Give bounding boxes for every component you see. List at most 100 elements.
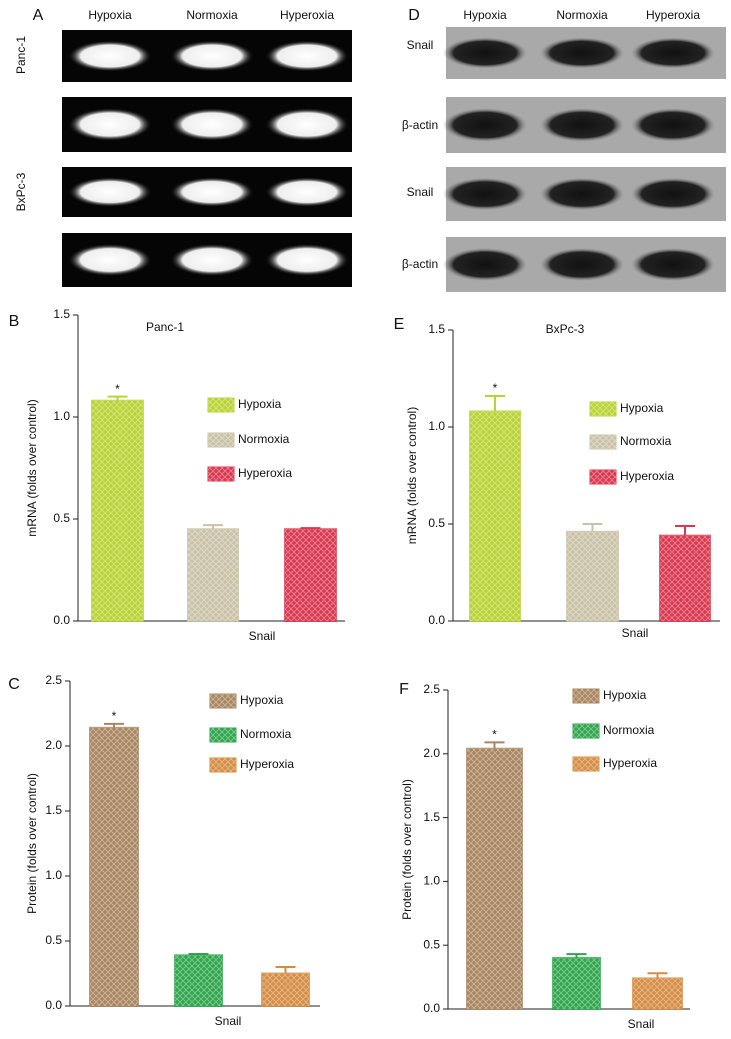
lane-label: Hyperoxia bbox=[280, 8, 334, 22]
legend-label: Hypoxia bbox=[620, 401, 664, 415]
legend-texture bbox=[208, 398, 234, 412]
y-tick-label: 1.5 bbox=[428, 322, 445, 336]
legend-label: Hyperoxia bbox=[238, 466, 292, 480]
y-tick-label: 1.0 bbox=[53, 409, 70, 423]
y-tick-label: 1.0 bbox=[45, 868, 62, 882]
row-label: β-actin bbox=[402, 118, 438, 132]
blot-band bbox=[631, 108, 715, 142]
significance-mark: * bbox=[112, 709, 117, 723]
legend-texture bbox=[573, 724, 599, 738]
blot-band bbox=[443, 177, 527, 211]
blot-band bbox=[170, 243, 254, 277]
blot-band bbox=[540, 248, 624, 281]
legend-label: Hypoxia bbox=[238, 397, 282, 411]
y-tick-label: 1.5 bbox=[45, 803, 62, 817]
bar-texture bbox=[660, 535, 710, 621]
row-label: Panc-1 bbox=[14, 36, 28, 74]
bar-texture bbox=[633, 978, 682, 1009]
x-axis-label: Snail bbox=[628, 1017, 655, 1031]
lane-label: Normoxia bbox=[186, 8, 238, 22]
bar-texture bbox=[467, 748, 522, 1009]
blot-band bbox=[265, 40, 349, 72]
legend-texture bbox=[590, 470, 616, 484]
legend-label: Hypoxia bbox=[603, 688, 647, 702]
legend-texture bbox=[210, 758, 236, 772]
blot-band bbox=[443, 108, 527, 142]
y-tick-label: 2.0 bbox=[423, 746, 440, 760]
legend-texture bbox=[590, 402, 616, 416]
blot-band bbox=[68, 243, 152, 277]
y-tick-label: 0.5 bbox=[423, 937, 440, 951]
x-axis-label: Snail bbox=[215, 1014, 242, 1028]
blot-band bbox=[68, 40, 152, 72]
bar-texture bbox=[92, 400, 143, 621]
x-axis-label: Snail bbox=[622, 626, 649, 640]
lane-label: Hypoxia bbox=[463, 8, 507, 22]
legend-label: Hypoxia bbox=[240, 693, 284, 707]
y-tick-label: 0.0 bbox=[423, 1001, 440, 1015]
legend-label: Hyperoxia bbox=[620, 469, 674, 483]
bar-texture bbox=[553, 957, 600, 1009]
row-label: Snail bbox=[407, 38, 434, 52]
legend-texture bbox=[573, 757, 599, 771]
blot-band bbox=[68, 108, 152, 141]
blot-band bbox=[540, 37, 624, 69]
row-label: BxPc-3 bbox=[14, 172, 28, 211]
panel-letter: D bbox=[408, 7, 420, 24]
bar-texture bbox=[285, 529, 336, 621]
blot-band bbox=[631, 177, 715, 211]
y-tick-label: 2.5 bbox=[423, 682, 440, 696]
y-tick-label: 0.5 bbox=[45, 933, 62, 947]
blot-band bbox=[540, 177, 624, 211]
bar-texture bbox=[90, 727, 138, 1006]
blot-band bbox=[631, 37, 715, 69]
bar-texture bbox=[175, 955, 222, 1006]
bar-texture bbox=[470, 411, 520, 621]
y-axis-label: mRNA (folds over control) bbox=[405, 407, 419, 544]
blot-band bbox=[170, 177, 254, 207]
y-axis-label: mRNA (folds over control) bbox=[25, 399, 39, 536]
row-label: Snail bbox=[407, 185, 434, 199]
y-tick-label: 0.0 bbox=[45, 998, 62, 1012]
y-axis-label: Protein (folds over control) bbox=[25, 773, 39, 914]
significance-mark: * bbox=[493, 381, 498, 395]
legend-label: Hyperoxia bbox=[240, 757, 294, 771]
panel-letter: F bbox=[399, 681, 409, 698]
blot-band bbox=[443, 37, 527, 69]
legend-label: Normoxia bbox=[620, 434, 672, 448]
legend-label: Normoxia bbox=[238, 432, 290, 446]
lane-label: Normoxia bbox=[556, 8, 608, 22]
panel-letter: B bbox=[9, 313, 20, 330]
blot-band bbox=[265, 108, 349, 141]
row-label: β-actin bbox=[402, 257, 438, 271]
blot-band bbox=[631, 248, 715, 281]
blot-band bbox=[68, 177, 152, 207]
legend-texture bbox=[210, 694, 236, 708]
blot-band bbox=[540, 108, 624, 142]
blot-band bbox=[170, 40, 254, 72]
legend-label: Hyperoxia bbox=[603, 756, 657, 770]
blot-band bbox=[265, 243, 349, 277]
y-tick-label: 1.0 bbox=[428, 419, 445, 433]
significance-mark: * bbox=[492, 727, 497, 741]
chart-title: Panc-1 bbox=[146, 320, 184, 334]
y-tick-label: 1.5 bbox=[53, 307, 70, 321]
blot-band bbox=[443, 248, 527, 281]
panel-letter: A bbox=[33, 7, 44, 24]
y-tick-label: 2.5 bbox=[45, 673, 62, 687]
legend-texture bbox=[208, 433, 234, 447]
y-tick-label: 0.0 bbox=[428, 613, 445, 627]
y-axis-label: Protein (folds over control) bbox=[400, 779, 414, 920]
y-tick-label: 2.0 bbox=[45, 738, 62, 752]
bar-texture bbox=[188, 529, 238, 621]
legend-label: Normoxia bbox=[240, 727, 292, 741]
chart-title: BxPc-3 bbox=[546, 322, 585, 336]
panel-letter: E bbox=[394, 316, 405, 333]
y-tick-label: 1.5 bbox=[423, 810, 440, 824]
x-axis-label: Snail bbox=[249, 629, 276, 643]
legend-texture bbox=[210, 728, 236, 742]
significance-mark: * bbox=[115, 382, 120, 396]
blot-band bbox=[265, 177, 349, 207]
legend-texture bbox=[573, 689, 599, 703]
